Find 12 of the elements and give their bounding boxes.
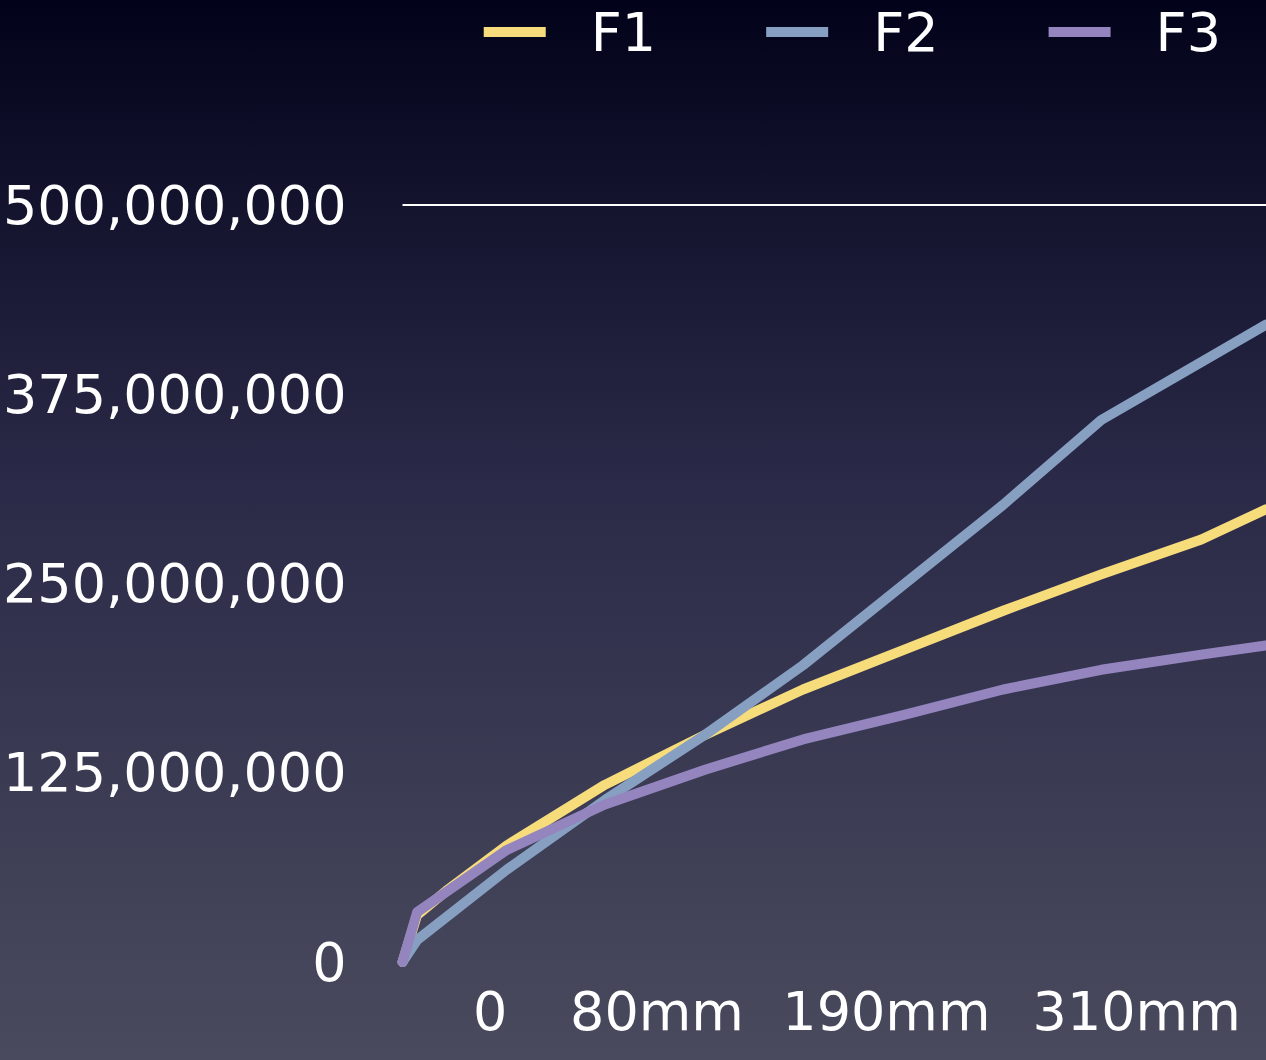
y-tick-label: 250,000,000	[2, 552, 347, 615]
x-tick-label: 310mm	[1032, 979, 1241, 1043]
y-tick-label: 500,000,000	[2, 173, 347, 237]
x-tick-label: 80mm	[570, 979, 744, 1043]
x-tick-label: 0	[472, 979, 508, 1043]
y-tick-label: 0	[312, 930, 347, 994]
x-tick-label: 190mm	[782, 979, 991, 1043]
y-tick-label: 125,000,000	[2, 741, 347, 805]
legend-label: F2	[873, 0, 939, 64]
y-tick-label: 375,000,000	[2, 362, 347, 426]
legend-label: F1	[590, 0, 657, 64]
legend-label: F3	[1155, 0, 1221, 64]
